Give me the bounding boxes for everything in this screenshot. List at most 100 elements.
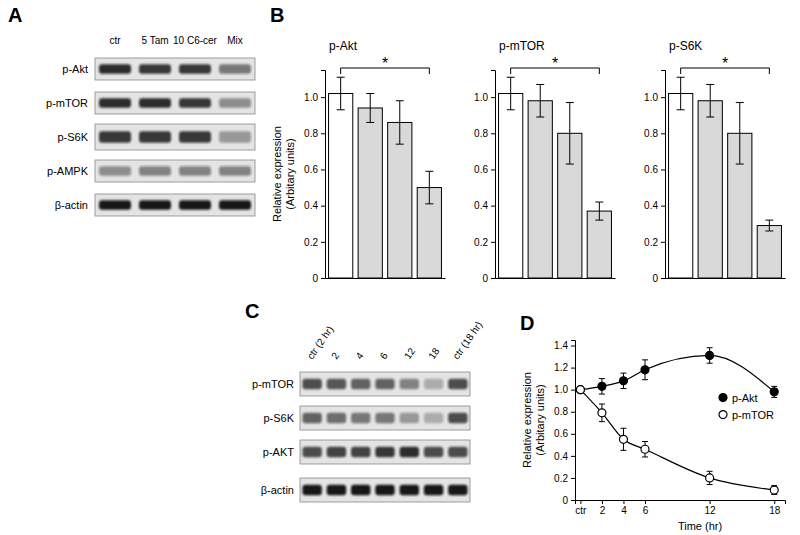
tick-mark — [710, 500, 711, 504]
tick-mark — [491, 278, 495, 279]
x-axis-title: Time (hr) — [678, 520, 722, 532]
tick-mark — [774, 500, 775, 504]
band — [139, 200, 171, 210]
error-bar — [396, 101, 404, 144]
tick-label: 0.2 — [554, 473, 568, 484]
band — [219, 98, 251, 108]
band — [448, 485, 467, 496]
tick-mark — [602, 500, 603, 504]
significance-label: * — [552, 55, 558, 72]
error-cap — [642, 359, 648, 360]
error-cap — [599, 378, 605, 379]
band — [219, 200, 251, 210]
series-line — [580, 390, 774, 490]
panel-label: A — [8, 4, 22, 26]
plot-area — [669, 77, 782, 278]
error-cap — [536, 84, 544, 85]
row-label: p-mTOR — [46, 97, 88, 109]
tick-label: 1.4 — [554, 340, 568, 351]
error-cap — [707, 363, 713, 364]
tick: 1.0 — [474, 92, 495, 103]
band — [424, 413, 443, 424]
tick-mark — [571, 346, 575, 347]
tick: 6 — [643, 500, 649, 516]
bar — [669, 94, 693, 278]
tick-label: 0.6 — [474, 164, 488, 175]
error-bar — [620, 373, 626, 388]
tick: 12 — [705, 500, 717, 516]
error-bar — [707, 348, 713, 363]
tick: 0 — [562, 495, 575, 506]
lane-label: 2 — [329, 350, 341, 361]
error-line — [599, 202, 600, 220]
error-cap — [599, 404, 605, 405]
legend-item: p-mTOR — [719, 409, 774, 421]
tick-label: 0.6 — [554, 428, 568, 439]
error-bar — [620, 428, 626, 450]
tick-mark — [571, 500, 575, 501]
tick: 0.8 — [474, 128, 495, 139]
tick-label: 4 — [621, 505, 627, 516]
tick-mark — [321, 97, 325, 98]
point — [641, 366, 649, 374]
error-bar — [507, 77, 515, 110]
point — [770, 486, 778, 494]
error-bar — [706, 84, 714, 117]
tick: 0.4 — [474, 200, 495, 211]
bar-chart: 00.20.40.60.81.0p-S6K* — [644, 39, 785, 284]
plot-area — [499, 77, 612, 278]
band — [327, 413, 346, 424]
tick: 1.4 — [554, 340, 575, 351]
error-cap — [771, 386, 777, 387]
line-chart: ctr246121800.20.40.60.81.01.21.4p-Aktp-m… — [554, 340, 785, 516]
tick-label: 0 — [312, 273, 318, 284]
axis-line — [326, 278, 446, 279]
error-cap — [736, 102, 744, 103]
axis-line — [571, 341, 576, 501]
axis-line — [496, 278, 616, 279]
tick-mark — [491, 169, 495, 170]
tick: 1.0 — [554, 384, 575, 395]
tick-label: 0.4 — [474, 200, 488, 211]
y-axis-title: Relative expression — [271, 126, 283, 222]
significance-label: * — [382, 55, 388, 72]
point — [641, 445, 649, 453]
lane-label: 10 C6-cer — [173, 35, 218, 46]
error-cap — [566, 164, 574, 165]
error-bar — [677, 77, 685, 110]
band — [99, 131, 131, 142]
band — [302, 447, 321, 458]
tick-label: 12 — [705, 505, 717, 516]
error-bar — [765, 220, 773, 231]
error-bar — [599, 379, 605, 394]
error-cap — [620, 373, 626, 374]
point — [598, 409, 606, 417]
chart-title: p-Akt — [329, 39, 358, 53]
legend-marker — [719, 411, 727, 419]
tick-mark — [661, 169, 665, 170]
tick-label: 0.8 — [304, 128, 318, 139]
tick-mark — [571, 412, 575, 413]
point — [576, 386, 584, 394]
error-cap — [599, 421, 605, 422]
tick-label: 1.0 — [474, 92, 488, 103]
error-cap — [507, 109, 515, 110]
tick-mark — [661, 242, 665, 243]
lane-label: 12 — [402, 345, 418, 361]
band — [424, 447, 443, 458]
band — [375, 485, 394, 496]
error-cap — [707, 347, 713, 348]
error-cap — [507, 77, 515, 78]
band — [139, 98, 171, 108]
error-cap — [337, 77, 345, 78]
tick: 0 — [312, 273, 325, 284]
tick-label: 0 — [652, 273, 658, 284]
error-cap — [396, 100, 404, 101]
y-axis: 00.20.40.60.81.01.21.4 — [554, 340, 575, 505]
tick-mark — [661, 133, 665, 134]
error-bar — [425, 171, 433, 204]
band — [99, 64, 131, 74]
band — [179, 64, 211, 74]
bar — [329, 94, 353, 278]
error-cap — [425, 171, 433, 172]
